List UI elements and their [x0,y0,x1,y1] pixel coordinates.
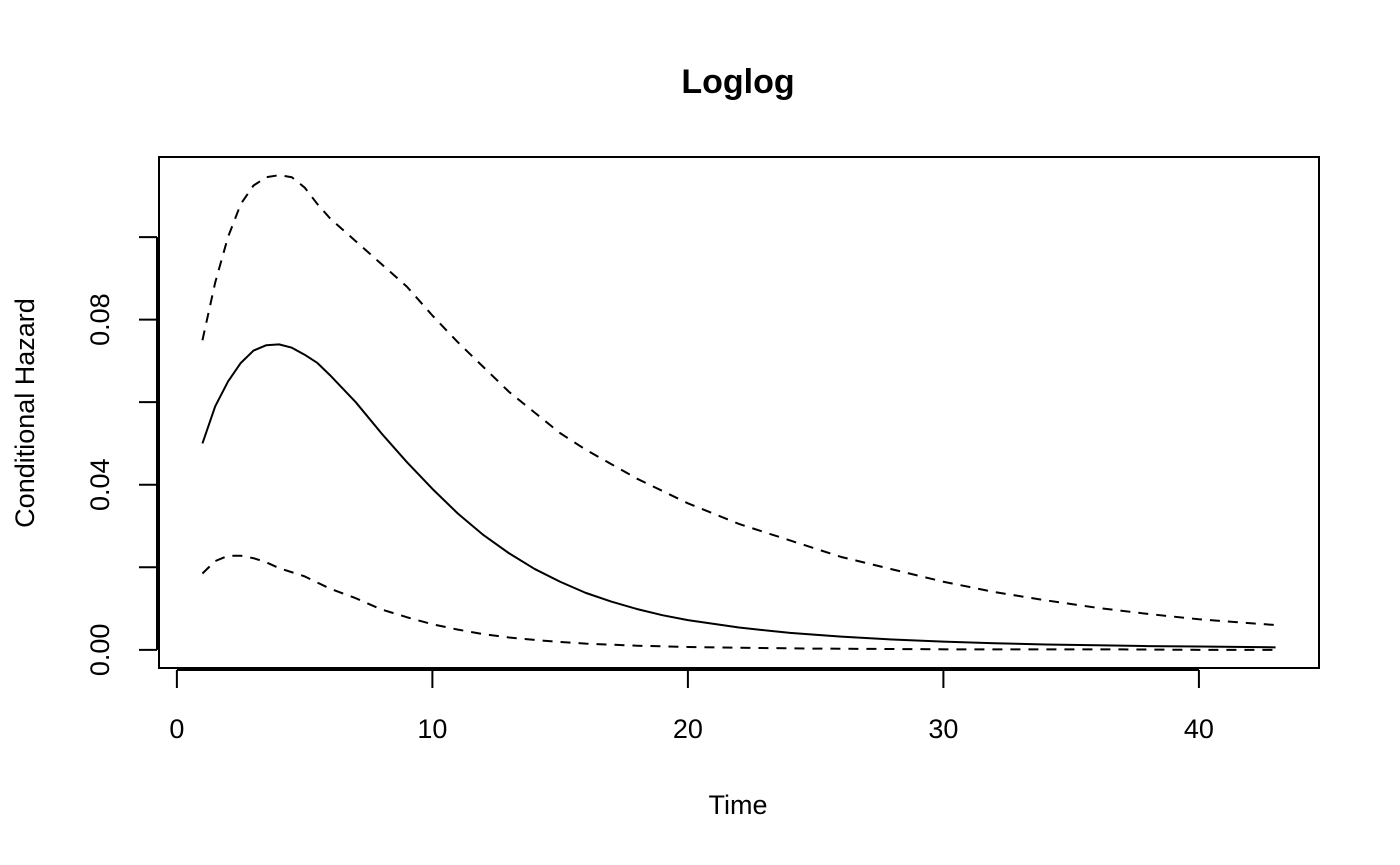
x-tick-label: 10 [417,714,447,744]
x-axis: 0 10 20 30 40 [169,669,1214,744]
y-tick-label: 0.08 [85,293,115,346]
x-tick-label: 40 [1184,714,1214,744]
x-axis-label: Time [709,790,768,820]
y-axis-label: Conditional Hazard [10,298,40,528]
x-tick-label: 30 [928,714,958,744]
series-layer [201,174,1276,651]
x-tick-label: 20 [673,714,703,744]
y-tick-label: 0.00 [85,624,115,677]
y-axis: 0.00 0.04 0.08 [85,236,158,677]
confidence-band-line-2 [201,554,1276,651]
y-tick-label: 0.04 [85,458,115,511]
x-tick-label: 0 [169,714,184,744]
confidence-band-line-1 [201,174,1276,627]
chart-title: Loglog [681,63,794,101]
hazard-line-0 [201,343,1276,649]
plot-frame [158,156,1320,669]
